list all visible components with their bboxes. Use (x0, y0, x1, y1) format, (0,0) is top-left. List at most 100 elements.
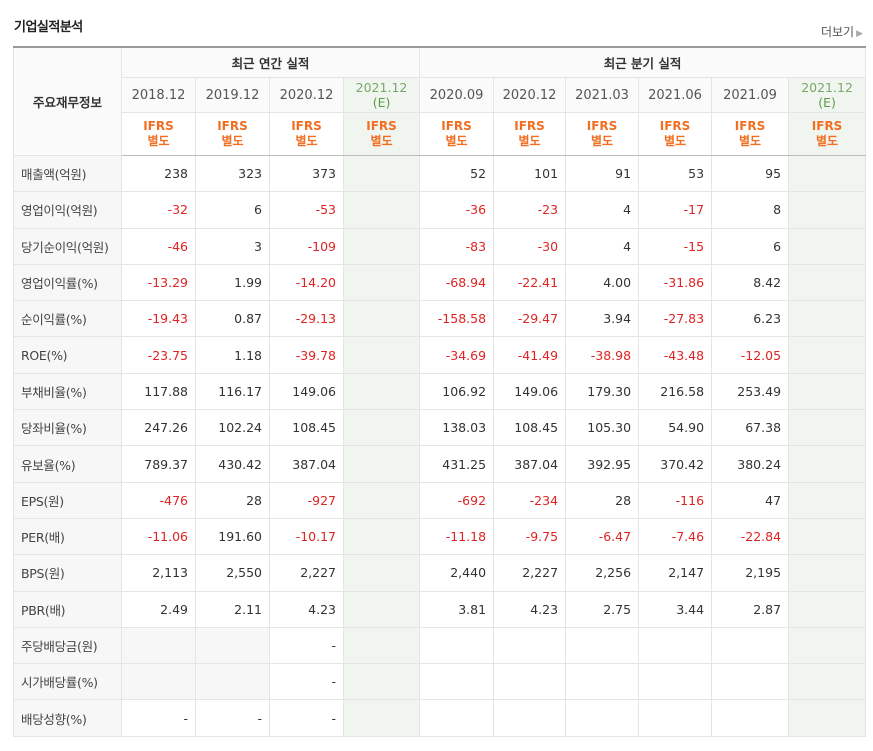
quarter-estimate-value (788, 481, 867, 519)
annual-estimate-value (342, 227, 421, 265)
quarter-value (711, 663, 790, 701)
quarter-value: 387.04 (493, 445, 567, 483)
quarter-value: 54.90 (638, 409, 713, 447)
quarter-value: 3.44 (638, 590, 713, 628)
quarter-value: -41.49 (493, 336, 567, 374)
quarter-value: -23 (493, 191, 567, 229)
row-label: 당기순이익(억원) (13, 227, 122, 265)
quarter-estimate-value (788, 663, 867, 701)
annual-estimate-value (342, 372, 421, 411)
quarter-value: -234 (493, 481, 567, 519)
quarter-value: -17 (638, 191, 713, 229)
quarter-value: 53 (638, 154, 713, 193)
ifrs-basis: 별도 (445, 134, 468, 148)
annual-estimate-value (342, 191, 421, 229)
ifrs-standard: IFRS (143, 119, 174, 133)
table-row: ROE(%) -23.75 1.18 -39.78 -34.69 -41.49 -38.98… (13, 336, 867, 374)
annual-period-header: 2019.12 (195, 77, 270, 113)
annual-estimate-value (342, 517, 421, 556)
annual-value: 116.17 (195, 372, 270, 411)
ifrs-basis: 별도 (816, 134, 839, 148)
more-link[interactable]: 더보기 ▶ (821, 23, 863, 40)
ifrs-standard: IFRS (366, 119, 397, 133)
annual-value: 430.42 (195, 445, 270, 483)
quarter-value: 52 (419, 154, 495, 193)
more-label[interactable]: 더보기 (820, 25, 855, 39)
ifrs-basis: 별도 (221, 134, 244, 148)
estimate-mark: (E) (818, 95, 836, 110)
quarter-value: -15 (638, 227, 713, 265)
quarter-value: 4 (565, 191, 640, 229)
table-row: 부채비율(%) 117.88 116.17 149.06 106.92 149.06 179… (13, 372, 867, 411)
row-label: 주당배당금(원) (13, 626, 122, 665)
ifrs-standard: IFRS (734, 119, 766, 133)
row-label: PBR(배) (13, 590, 122, 628)
annual-value: 108.45 (269, 409, 344, 447)
table-row: 매출액(억원) 238 323 373 52 101 91 53 95 (13, 154, 867, 193)
annual-value: 0.87 (195, 300, 270, 338)
annual-value: 2.49 (121, 590, 196, 628)
table-row: 영업이익(억원) -32 6 -53 -36 -23 4 -17 8 (13, 191, 867, 229)
row-label: 영업이익(억원) (13, 191, 122, 229)
row-label: PER(배) (13, 517, 122, 556)
quarter-value: 8.42 (711, 263, 790, 302)
quarter-value: 95 (711, 154, 790, 193)
row-label: 시가배당률(%) (13, 663, 122, 701)
annual-value: 247.26 (121, 409, 196, 447)
quarter-value: -34.69 (419, 336, 495, 374)
annual-value: -23.75 (121, 336, 196, 374)
quarter-value: 106.92 (419, 372, 495, 411)
annual-value: -13.29 (121, 263, 196, 302)
ifrs-standard: IFRS (291, 119, 322, 133)
quarter-value: -11.18 (419, 517, 495, 556)
annual-value: - (121, 699, 196, 737)
quarter-estimate-value (788, 372, 867, 411)
quarter-value: -6.47 (565, 517, 640, 556)
table-row: 당기순이익(억원) -46 3 -109 -83 -30 4 -15 6 (13, 227, 867, 265)
quarter-value: -116 (638, 481, 713, 519)
estimate-period: 2021.12 (801, 80, 853, 95)
ifrs-standard: IFRS (659, 119, 691, 133)
annual-value: 6 (195, 191, 270, 229)
quarter-estimate-value (788, 227, 867, 265)
annual-estimate-value (342, 554, 421, 592)
ifrs-standard: IFRS (441, 119, 472, 133)
annual-value: -10.17 (269, 517, 344, 556)
annual-value: 2.11 (195, 590, 270, 628)
annual-value: 117.88 (121, 372, 196, 411)
annual-value: -29.13 (269, 300, 344, 338)
quarter-value: 28 (565, 481, 640, 519)
annual-value: 149.06 (269, 372, 344, 411)
quarter-value: 101 (493, 154, 567, 193)
annual-value: 3 (195, 227, 270, 265)
quarter-value: 3.94 (565, 300, 640, 338)
table-row: 순이익률(%) -19.43 0.87 -29.13 -158.58 -29.47 3.94… (13, 300, 867, 338)
ifrs-basis: 별도 (663, 134, 687, 148)
annual-estimate-value (342, 154, 421, 193)
ifrs-basis: 별도 (590, 134, 614, 148)
annual-value: -476 (121, 481, 196, 519)
annual-estimate-value (342, 300, 421, 338)
quarter-period-header: 2020.12 (493, 77, 567, 113)
ifrs-label: IFRS 별도 (493, 112, 567, 156)
annual-value: -927 (269, 481, 344, 519)
quarter-value: 2.87 (711, 590, 790, 628)
quarter-value: 91 (565, 154, 640, 193)
quarter-value: -36 (419, 191, 495, 229)
chevron-right-icon: ▶ (856, 29, 863, 39)
quarter-value: 4.00 (565, 263, 640, 302)
ifrs-label: IFRS 별도 (711, 112, 790, 156)
quarter-period-header: 2021.09 (711, 77, 790, 113)
table-row: 영업이익률(%) -13.29 1.99 -14.20 -68.94 -22.41 4.00… (13, 263, 867, 302)
ifrs-label: IFRS 별도 (121, 112, 196, 156)
row-label: 유보율(%) (13, 445, 122, 483)
quarter-value: 179.30 (565, 372, 640, 411)
table-row: PER(배) -11.06 191.60 -10.17 -11.18 -9.75 -6.47… (13, 517, 867, 556)
quarter-value: 108.45 (493, 409, 567, 447)
annual-value: 1.99 (195, 263, 270, 302)
ifrs-label: IFRS 별도 (565, 112, 640, 156)
quarter-value (493, 626, 567, 665)
annual-value: 323 (195, 154, 270, 193)
quarter-estimate-value (788, 626, 867, 665)
ifrs-label: IFRS 별도 (342, 112, 421, 156)
